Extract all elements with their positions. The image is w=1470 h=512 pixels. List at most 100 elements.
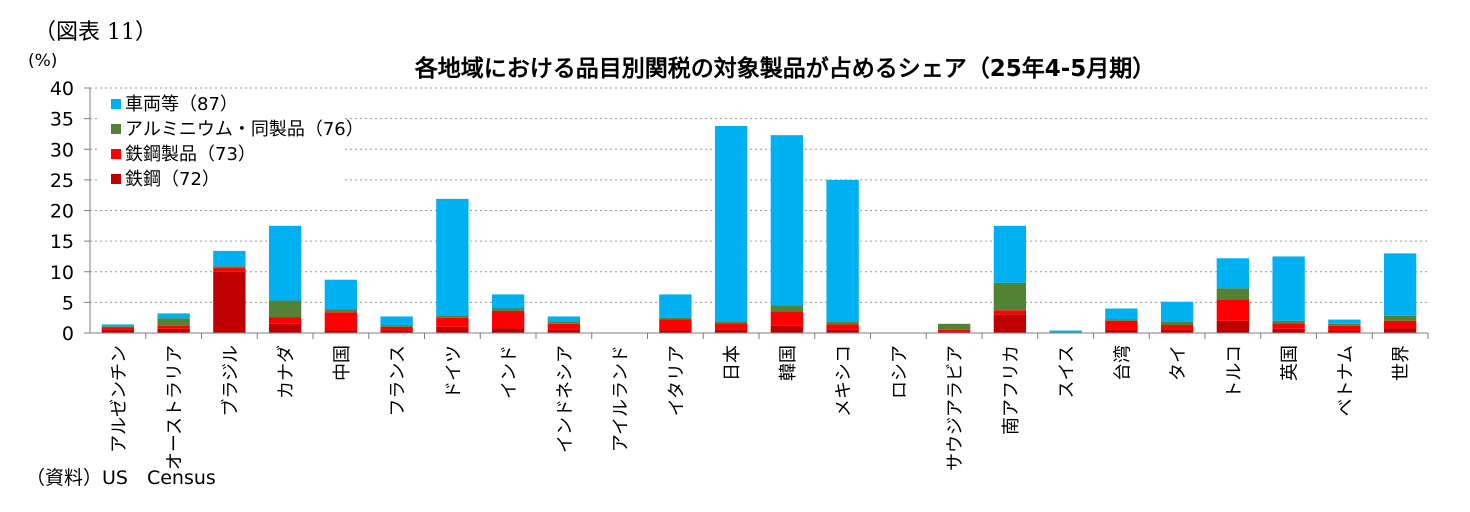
x-tick-label: 南アフリカ <box>1001 345 1022 435</box>
legend: 車両等（87） アルミニウム・同製品（76） 鉄鋼製品（73） 鉄鋼（72） <box>100 90 364 190</box>
bar-segment <box>1272 320 1305 324</box>
bar-segment <box>213 271 246 333</box>
bar-segment <box>436 317 469 327</box>
source-note: （資料）US Census <box>26 467 216 489</box>
bar-segment <box>714 321 748 324</box>
bar-segment <box>1383 320 1417 329</box>
bar-segment <box>1328 319 1361 324</box>
bar-segment <box>1272 256 1305 321</box>
bar-segment <box>826 321 859 325</box>
legend-background <box>100 90 345 190</box>
bar-segment <box>213 268 246 272</box>
y-tick-label: 35 <box>50 109 74 131</box>
bar-segment <box>268 317 302 324</box>
bar-segment <box>993 310 1027 315</box>
bar-segment <box>1272 323 1305 329</box>
bar-segment <box>659 317 692 320</box>
bar-segment <box>1383 253 1417 316</box>
bar-segment <box>770 305 804 312</box>
x-tick-label: ブラジル <box>219 345 241 417</box>
legend-swatch <box>111 99 121 109</box>
bar-segment <box>380 326 413 331</box>
figure-label: （図表 11） <box>34 20 157 45</box>
bar-segment <box>547 323 581 330</box>
gridlines <box>90 87 1428 303</box>
bar-segment <box>659 294 692 318</box>
bar-segment <box>157 328 190 333</box>
bar-segment <box>380 330 413 333</box>
x-tick-label: カナダ <box>276 345 297 399</box>
legend-label: 鉄鋼製品（73） <box>125 144 256 165</box>
bar-segment <box>826 324 859 330</box>
y-axis-unit-label: (%) <box>28 51 57 71</box>
y-tick-label: 40 <box>50 78 74 100</box>
x-tick-label: メキシコ <box>834 345 855 417</box>
bar-segment <box>1328 325 1361 331</box>
bar-segment <box>491 294 525 309</box>
bar-segment <box>993 282 1027 311</box>
bar-segment <box>1105 329 1138 333</box>
y-tick-label: 25 <box>50 170 74 192</box>
x-tick-label: オーストラリア <box>165 345 186 470</box>
y-tick-labels: 0 5 10 15 20 25 30 35 40 <box>50 78 90 345</box>
bar-segment <box>1160 325 1194 330</box>
bar-segment <box>1383 328 1417 333</box>
bar-segment <box>268 323 302 333</box>
x-tick-label: イタリア <box>666 345 687 416</box>
bar-segment <box>1328 330 1361 333</box>
chart-title: 各地域における品目別関税の対象製品が占めるシェア（25年4-5月期） <box>414 55 1156 82</box>
legend-label: 車両等（87） <box>125 94 238 115</box>
bar-segment <box>436 315 469 318</box>
legend-swatch <box>111 149 121 159</box>
bar-segment <box>213 266 246 269</box>
bar-segment <box>937 329 971 332</box>
bar-segment <box>547 316 581 322</box>
bar-segment <box>436 326 469 333</box>
y-tick-label: 15 <box>50 231 74 253</box>
x-tick-label: インドネシア <box>555 345 576 453</box>
y-tick-label: 0 <box>62 323 74 345</box>
bar-segment <box>268 300 302 318</box>
legend-label: アルミニウム・同製品（76） <box>125 119 364 140</box>
bar-segment <box>1216 288 1250 300</box>
bar-segment <box>1272 328 1305 333</box>
bar-segment <box>937 323 971 330</box>
bar-segment <box>1160 321 1194 326</box>
bar-segment <box>324 312 358 331</box>
bar-segment <box>1328 323 1361 326</box>
bar-segment <box>1383 315 1417 321</box>
x-tick-label: サウジアラビア <box>945 345 966 471</box>
y-tick-label: 30 <box>50 139 74 161</box>
x-tick-label: トルコ <box>1224 345 1245 399</box>
bar-segment <box>324 330 358 333</box>
bar-segment <box>714 125 748 322</box>
bar-segment <box>157 325 190 329</box>
y-tick-label: 5 <box>62 292 74 314</box>
x-tick-label: ロシア <box>889 345 910 399</box>
y-tick-label: 10 <box>50 262 74 284</box>
bar-segment <box>1105 320 1138 330</box>
x-tick-label: 英国 <box>1280 345 1301 381</box>
bar-segment <box>714 323 748 330</box>
bars <box>101 125 1417 333</box>
bar-segment <box>324 279 358 310</box>
bar-segment <box>157 313 190 319</box>
bar-segment <box>1216 258 1250 289</box>
bar-segment <box>770 325 804 333</box>
x-tick-label: 中国 <box>332 345 353 381</box>
bar-segment <box>714 329 748 333</box>
bar-segment <box>770 135 804 306</box>
x-tick-labels: アルゼンチン オーストラリア ブラジル カナダ 中国 フランス ドイツ インド インドネシア アイ… <box>109 333 1429 471</box>
bar-segment <box>770 311 804 326</box>
x-tick-label: 世界 <box>1391 345 1412 381</box>
bar-segment <box>157 318 190 326</box>
x-tick-label: スイス <box>1057 345 1078 398</box>
x-tick-label: ベトナム <box>1335 345 1356 416</box>
bar-segment <box>324 309 358 313</box>
x-tick-label: インド <box>499 345 520 399</box>
bar-segment <box>380 316 413 326</box>
bar-segment <box>491 308 525 311</box>
bar-segment <box>659 330 692 333</box>
bar-segment <box>547 329 581 333</box>
